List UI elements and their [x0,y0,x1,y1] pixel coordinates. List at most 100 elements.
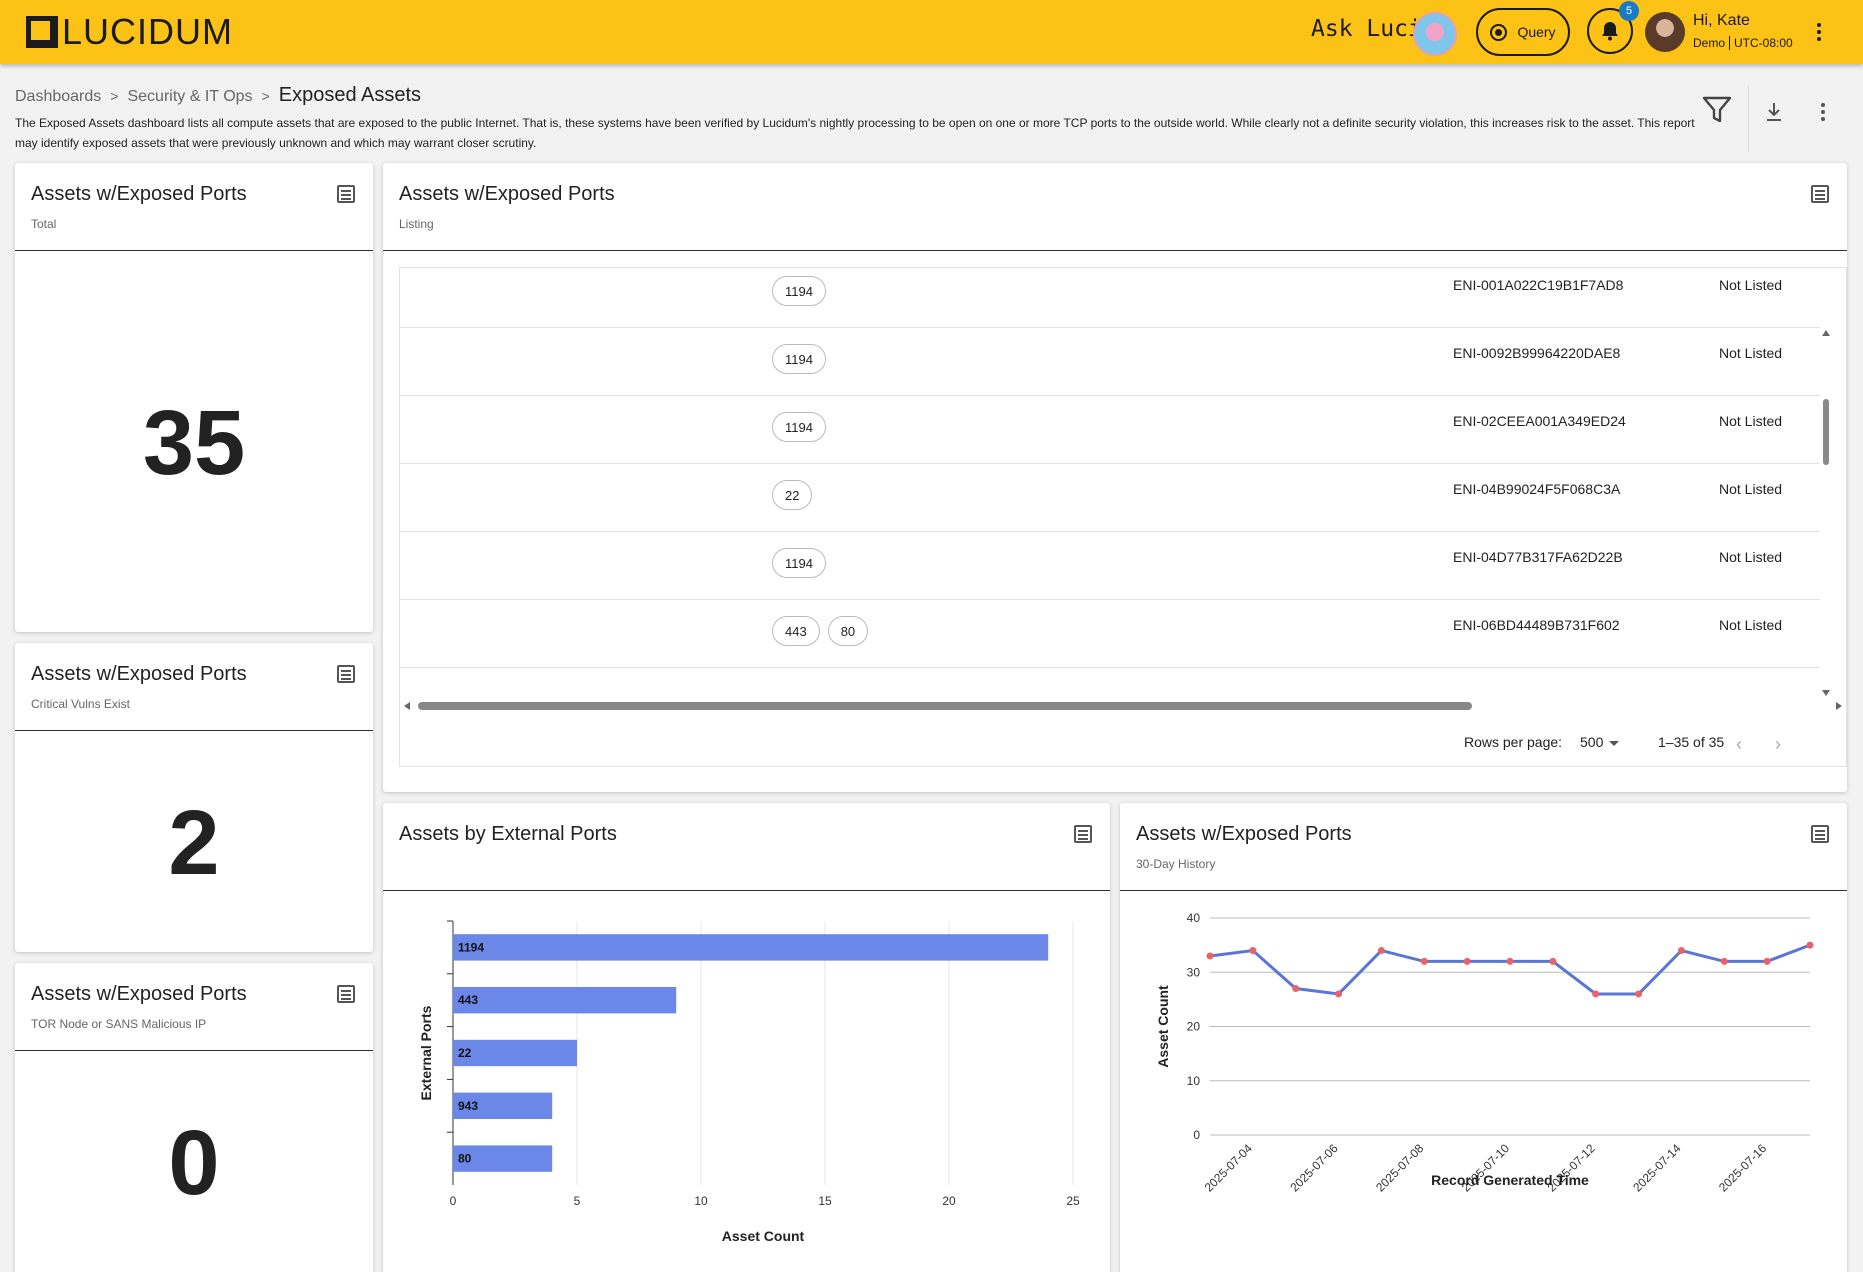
breadcrumb-security-it-ops[interactable]: Security & IT Ops [127,88,253,105]
divider [383,890,1110,891]
table-row[interactable]: 1194 ENI-02CEEA001A349ED24 Not Listed [400,396,1820,464]
bar-category-label: 443 [458,993,478,1007]
vertical-scrollbar-thumb[interactable] [1823,399,1829,465]
horizontal-scrollbar-thumb[interactable] [418,702,1472,710]
x-axis-title: Record Generated Time [1431,1172,1589,1188]
divider [1120,890,1847,891]
port-chip[interactable]: 1194 [772,344,826,374]
view-list-icon[interactable] [337,185,355,203]
rows-per-page-select[interactable]: 500 [1580,734,1604,750]
scroll-up-arrow-icon[interactable] [1822,330,1830,336]
user-avatar[interactable] [1645,12,1685,52]
view-list-icon[interactable] [337,665,355,683]
table-body: 1194 ENI-001A022C19B1F7AD8 Not Listed 11… [400,268,1820,698]
port-chips: 1194 [772,344,826,374]
divider [1729,36,1731,50]
asset-listed-status: Not Listed [1719,617,1783,633]
card-title: Assets w/Exposed Ports [31,663,247,685]
card-exposed-critical: Assets w/Exposed Ports Critical Vulns Ex… [15,643,373,952]
assets-table: 1194 ENI-001A022C19B1F7AD8 Not Listed 11… [399,267,1847,767]
breadcrumb: Dashboards > Security & IT Ops > Exposed… [15,84,421,107]
data-point [1506,957,1514,965]
critical-count-value[interactable]: 2 [168,792,220,894]
user-greeting[interactable]: Hi, Kate [1693,12,1750,29]
port-chips: 1194 [772,412,826,442]
dashboard-description: The Exposed Assets dashboard lists all c… [15,116,1695,150]
scroll-down-arrow-icon[interactable] [1822,690,1830,696]
asset-listed-status: Not Listed [1719,277,1783,293]
crosshair-icon [1490,23,1508,41]
bar [453,1039,577,1067]
series-line [1209,943,1811,996]
port-chips: 443 80 [772,616,869,646]
asset-listed-status: Not Listed [1719,345,1783,361]
port-chips: 1194 [772,276,826,306]
x-tick-label: 2025-07-14 [1630,1141,1684,1195]
top-app-bar: LUCIDUM Ask Luci: Query 5 Hi, Kate Demo … [0,0,1863,64]
card-subtitle: Critical Vulns Exist [31,697,130,711]
port-chip[interactable]: 80 [827,616,869,646]
data-point [1806,941,1814,949]
y-axis-title: Asset Count [1155,985,1171,1068]
history-line-chart: 0 10 20 30 40 2025-07-04 2025-07-06 2025-07-08 2… [1155,911,1814,1195]
data-point [1463,957,1471,965]
port-chip[interactable]: 443 [772,616,820,646]
vertical-scrollbar[interactable] [1820,328,1832,698]
luci-assistant-avatar[interactable] [1413,12,1457,56]
scroll-left-arrow-icon[interactable] [404,702,410,710]
table-row[interactable]: 22 ENI-04B99024F5F068C3A Not Listed [400,464,1820,532]
tor-count-value[interactable]: 0 [168,1112,220,1214]
x-tick-label: 2025-07-06 [1287,1141,1341,1195]
page-title: Exposed Assets [278,84,422,106]
card-exposed-total: Assets w/Exposed Ports Total 35 [15,163,373,632]
notification-count-badge: 5 [1619,1,1639,21]
port-chip[interactable]: 22 [772,480,813,510]
port-chip[interactable]: 1194 [772,412,826,442]
view-list-icon[interactable] [1074,825,1092,843]
previous-page-button[interactable]: ‹ [1736,734,1742,754]
bell-icon [1602,22,1618,41]
bar-category-label: 22 [458,1046,472,1060]
table-row[interactable]: 1194 ENI-001A022C19B1F7AD8 Not Listed [400,268,1820,328]
card-title: Assets w/Exposed Ports [31,183,247,205]
view-list-icon[interactable] [1811,185,1829,203]
breadcrumb-separator: > [261,88,270,104]
next-page-button[interactable]: › [1775,734,1781,754]
breadcrumb-dashboards[interactable]: Dashboards [15,88,102,105]
filter-button[interactable] [1702,95,1732,130]
query-button[interactable]: Query [1476,8,1570,56]
port-chip[interactable]: 1194 [772,548,826,578]
data-point [1720,957,1728,965]
notifications-button[interactable] [1587,8,1633,54]
card-subtitle: Listing [399,217,434,231]
x-tick-label: 2025-07-08 [1373,1141,1427,1195]
asset-listed-status: Not Listed [1719,481,1783,497]
card-subtitle: TOR Node or SANS Malicious IP [31,1017,207,1031]
table-row[interactable]: 1194 ENI-04D77B317FA62D22B Not Listed [400,532,1820,600]
bar [453,1092,553,1119]
y-tick-label: 10 [1187,1074,1201,1088]
external-ports-bar-chart: 0 5 10 15 20 25 1194 443 22 943 80 Asset Count Exter… [418,920,1080,1244]
table-row[interactable]: 443 80 ENI-06BD44489B731F602 Not Listed [400,600,1820,668]
bar-category-label: 943 [458,1099,478,1113]
view-list-icon[interactable] [1811,825,1829,843]
data-point [1592,990,1600,998]
data-point [1377,947,1385,955]
scroll-right-arrow-icon[interactable] [1836,702,1842,710]
y-tick-label: 30 [1187,965,1201,979]
page-more-menu-icon[interactable] [1813,100,1833,124]
port-chip[interactable]: 1194 [772,276,826,306]
table-row[interactable]: 1194 ENI-0092B99964220DAE8 Not Listed [400,328,1820,396]
bar-category-label: 80 [458,1152,472,1166]
download-button[interactable] [1762,100,1786,129]
total-count-value[interactable]: 35 [142,392,246,494]
x-tick-label: 0 [450,1194,457,1208]
pagination-range: 1–35 of 35 [1658,734,1725,750]
chevron-down-icon[interactable] [1609,741,1619,746]
lucidum-logo[interactable]: LUCIDUM [26,11,233,52]
card-title: Assets w/Exposed Ports [399,183,615,205]
header-more-menu-icon[interactable] [1809,20,1829,44]
user-timezone: UTC-08:00 [1734,36,1793,50]
view-list-icon[interactable] [337,985,355,1003]
bar [453,987,677,1014]
